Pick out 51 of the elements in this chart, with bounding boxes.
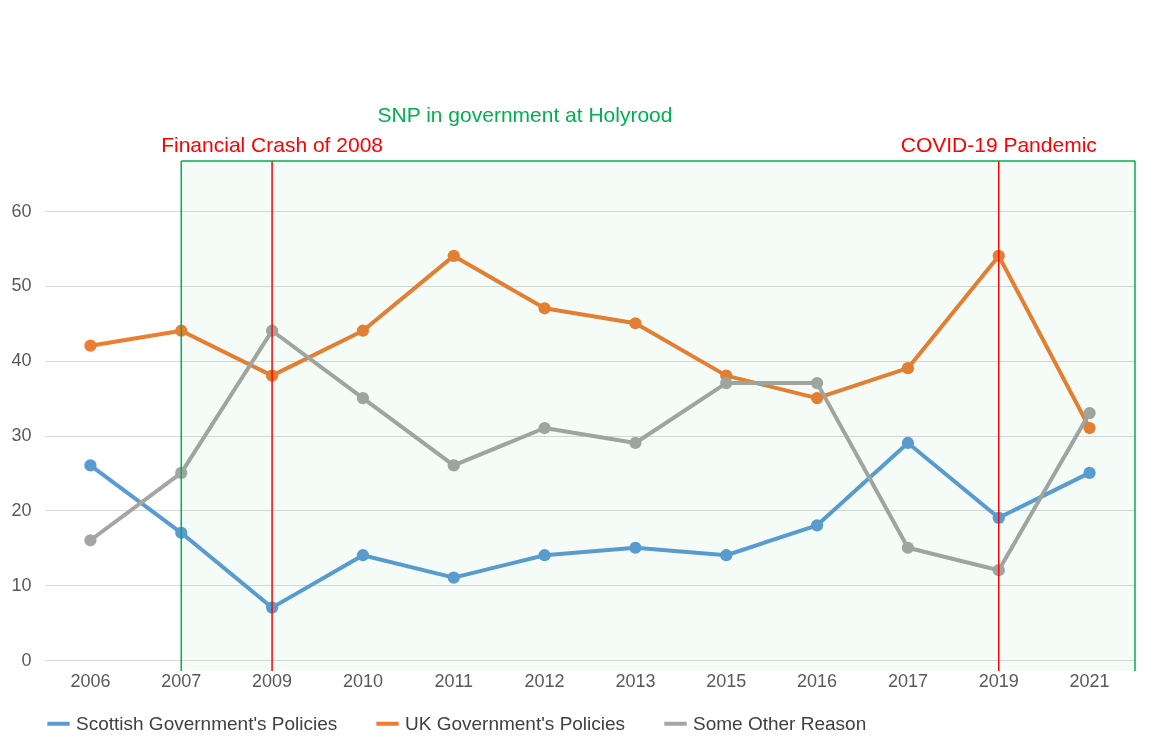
y-tick-label: 20 xyxy=(11,499,32,520)
x-tick-label: 2013 xyxy=(615,670,656,691)
point xyxy=(810,519,824,532)
y-tick-label: 0 xyxy=(21,649,32,670)
legend-label: UK Government's Policies xyxy=(405,712,626,734)
point xyxy=(84,534,97,547)
y-tick-label: 10 xyxy=(11,574,32,595)
band-label: SNP in government at Holyrood xyxy=(377,103,673,126)
point xyxy=(447,249,460,263)
legend-label: Some Other Reason xyxy=(693,712,867,734)
point xyxy=(629,541,642,554)
point xyxy=(538,421,551,435)
point xyxy=(356,391,370,405)
point xyxy=(901,362,915,375)
y-tick-label: 40 xyxy=(11,350,32,371)
point xyxy=(356,324,370,337)
point xyxy=(447,571,460,584)
point xyxy=(84,339,97,352)
x-tick-label: 2019 xyxy=(978,670,1019,691)
point xyxy=(447,459,460,472)
x-tick-label: 2017 xyxy=(887,670,928,691)
x-tick-label: 2012 xyxy=(524,670,565,691)
y-tick-label: 30 xyxy=(11,425,32,445)
x-tick-label: 2010 xyxy=(342,670,383,691)
x-tick-label: 2007 xyxy=(161,670,202,691)
point xyxy=(538,302,551,315)
x-tick-label: 2016 xyxy=(797,670,838,691)
x-tick-label: 2021 xyxy=(1069,670,1110,691)
point xyxy=(901,436,915,450)
point xyxy=(1083,466,1096,480)
point xyxy=(1083,406,1096,420)
point xyxy=(84,459,97,472)
point xyxy=(1083,421,1096,435)
ref-line-label: COVID-19 Pandemic xyxy=(900,133,1097,156)
x-tick-label: 2009 xyxy=(252,670,293,691)
y-tick-label: 50 xyxy=(11,275,32,296)
y-tick-label: 60 xyxy=(11,200,32,221)
point xyxy=(720,377,733,390)
point xyxy=(901,541,915,554)
point xyxy=(356,549,370,562)
x-tick-label: 2015 xyxy=(706,670,747,691)
point xyxy=(629,436,642,450)
point xyxy=(629,317,642,330)
point xyxy=(810,391,824,405)
legend-label: Scottish Government's Policies xyxy=(76,712,338,734)
x-tick-label: 2006 xyxy=(70,670,111,691)
point xyxy=(538,549,551,562)
x-tick-label: 2011 xyxy=(434,670,474,691)
point xyxy=(720,549,733,562)
point xyxy=(810,377,824,390)
ref-line-label: Financial Crash of 2008 xyxy=(161,133,383,156)
